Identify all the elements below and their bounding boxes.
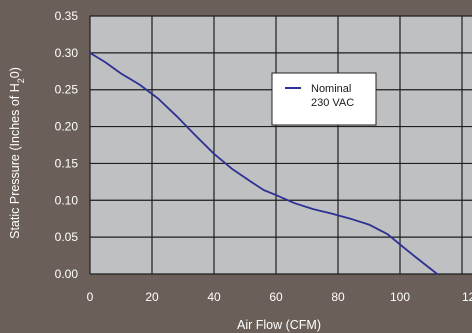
y-axis-label-part-3: 0) — [8, 67, 22, 78]
grid-lines — [89, 15, 472, 275]
plot-area — [90, 16, 472, 274]
y-axis-label: Static Pressure (Inches of H20) — [8, 67, 26, 239]
y-tick-label: 0.05 — [55, 230, 79, 244]
y-tick-label: 0.15 — [55, 156, 79, 170]
y-tick-label: 0.20 — [55, 120, 79, 134]
y-tick-label: 0.25 — [55, 83, 79, 97]
legend-line-1: Nominal — [311, 83, 351, 95]
x-tick-label: 80 — [331, 290, 345, 304]
x-tick-label: 120 — [462, 290, 472, 304]
legend: Nominal 230 VAC — [271, 72, 377, 126]
x-tick-labels: 0 20 40 60 80 100 120 — [87, 290, 472, 304]
x-tick-label: 100 — [390, 290, 410, 304]
x-tick-label: 60 — [269, 290, 283, 304]
x-tick-label: 40 — [207, 290, 221, 304]
x-axis-label: Air Flow (CFM) — [237, 318, 321, 332]
y-axis-label-subscript: 2 — [16, 78, 26, 83]
y-tick-label: 0.35 — [55, 9, 79, 23]
legend-box — [271, 72, 377, 126]
series-group — [89, 52, 439, 275]
y-tick-labels: 0.00 0.05 0.10 0.15 0.20 0.25 0.30 0.35 — [55, 9, 79, 281]
y-axis-label-part-1: Static Pressure (Inches of H — [8, 83, 22, 239]
x-tick-label: 0 — [87, 290, 94, 304]
y-tick-label: 0.10 — [55, 193, 79, 207]
legend-line-2: 230 VAC — [311, 97, 354, 109]
x-tick-label: 20 — [145, 290, 159, 304]
y-tick-label: 0.30 — [55, 46, 79, 60]
series-line — [89, 52, 439, 275]
y-tick-label: 0.00 — [55, 267, 79, 281]
